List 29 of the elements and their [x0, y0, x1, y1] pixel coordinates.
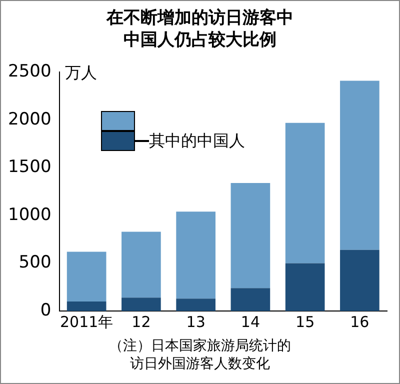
bar	[122, 232, 161, 298]
y-tick-label: 1500	[8, 157, 52, 178]
chart-title: 在不断增加的访日游客中中国人仍占较大比例	[105, 7, 294, 51]
x-tick-label: 13	[186, 312, 206, 331]
text: 访日外国游客人数变化	[129, 355, 271, 373]
bar	[340, 250, 380, 311]
y-tick-label: 2000	[8, 109, 52, 130]
bar	[66, 301, 106, 311]
bar	[340, 80, 380, 250]
y-tick-label: 500	[18, 252, 52, 273]
bar	[285, 122, 325, 264]
y-tick-label: 1000	[8, 204, 52, 225]
x-tick-label: 14	[240, 312, 260, 331]
bar	[285, 263, 325, 311]
bar	[122, 298, 161, 311]
text: （注）日本国家旅游局统计的	[108, 337, 292, 355]
y-tick-label: 2500	[8, 62, 52, 82]
y-axis-title: 万人	[65, 63, 97, 84]
y-tick-label: 0	[40, 300, 52, 320]
bar	[230, 288, 270, 311]
x-tick-label: 12	[132, 312, 151, 331]
x-tick-label: 15	[296, 312, 315, 331]
x-tick-label: 2011年	[60, 312, 114, 331]
bar	[176, 212, 216, 299]
bar	[176, 298, 216, 311]
bar	[66, 252, 106, 302]
bar	[230, 183, 270, 288]
legend-label: 其中的中国人	[149, 130, 245, 152]
x-tick-label: 16	[350, 312, 370, 331]
